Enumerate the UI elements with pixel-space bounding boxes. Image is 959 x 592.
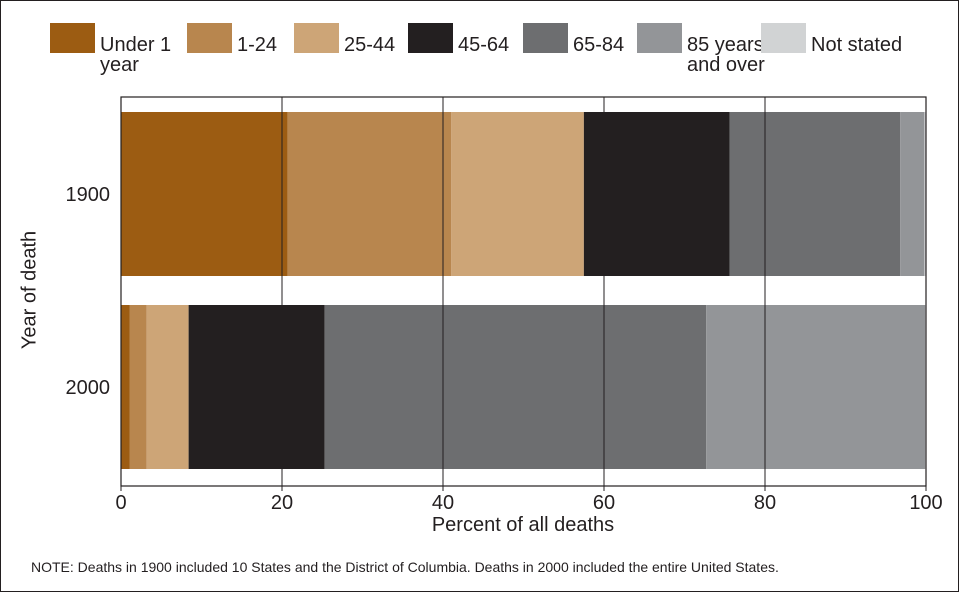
legend-swatch <box>187 23 232 53</box>
x-tick-label: 20 <box>271 492 293 514</box>
bar-segment-2000-2 <box>146 305 189 469</box>
legend: Under 1 year 1-24 25-44 45-64 65-84 85 y… <box>0 0 959 90</box>
legend-swatch <box>637 23 682 53</box>
legend-swatch <box>408 23 453 53</box>
x-tick-label: 80 <box>754 492 776 514</box>
legend-swatch <box>761 23 806 53</box>
bar-segment-1900-0 <box>121 112 288 276</box>
bar-segment-1900-3 <box>583 112 730 276</box>
legend-swatch <box>50 23 95 53</box>
legend-label: Not stated <box>811 34 903 56</box>
y-axis-label: Year of death <box>18 230 41 350</box>
legend-label: 45-64 <box>458 34 510 56</box>
legend-label: 65-84 <box>573 34 625 56</box>
footnote: NOTE: Deaths in 1900 included 10 States … <box>31 559 779 575</box>
bar-segment-2000-4 <box>324 305 707 469</box>
legend-swatch <box>523 23 568 53</box>
x-tick-label: 100 <box>909 492 942 514</box>
bar-segment-2000-0 <box>121 305 130 469</box>
bar-segment-1900-6 <box>924 112 926 276</box>
legend-label: 25-44 <box>344 34 396 56</box>
x-tick-label: 60 <box>593 492 615 514</box>
legend-item-under-1: Under 1 year <box>50 23 171 75</box>
bar-segment-1900-4 <box>729 112 901 276</box>
legend-label: 1-24 <box>237 34 278 56</box>
bar-segment-1900-5 <box>900 112 925 276</box>
bar-segment-1900-2 <box>451 112 584 276</box>
legend-label: 85 years and over <box>687 34 765 76</box>
plot-area-border <box>120 96 927 487</box>
legend-item-25-44: 25-44 <box>294 23 395 55</box>
x-axis-label: Percent of all deaths <box>431 514 615 536</box>
legend-item-not-stated: Not stated <box>761 23 902 55</box>
legend-swatch <box>294 23 339 53</box>
legend-item-45-64: 45-64 <box>408 23 509 55</box>
y-tick-label: 1900 <box>66 184 111 206</box>
legend-label: Under 1 year <box>100 34 172 76</box>
y-tick-label: 2000 <box>66 377 111 399</box>
legend-item-85-and-over: 85 years and over <box>637 23 765 75</box>
x-tick-label: 40 <box>432 492 454 514</box>
legend-item-1-24: 1-24 <box>187 23 277 55</box>
bar-segment-2000-1 <box>129 305 147 469</box>
x-tick-label: 0 <box>115 492 126 514</box>
bar-segment-2000-3 <box>188 305 325 469</box>
legend-item-65-84: 65-84 <box>523 23 624 55</box>
bar-segment-2000-5 <box>706 305 926 469</box>
bar-segment-1900-1 <box>287 112 452 276</box>
